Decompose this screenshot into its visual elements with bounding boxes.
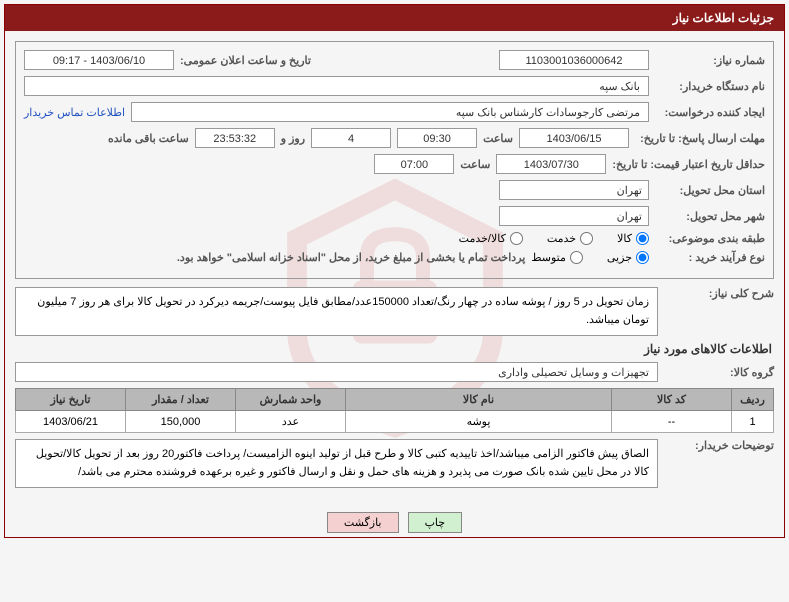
radio-service-input[interactable] [580, 232, 593, 245]
description-box: زمان تحویل در 5 روز / پوشه ساده در چهار … [15, 287, 658, 336]
announce-label: تاریخ و ساعت اعلان عمومی: [180, 54, 311, 67]
row-deadline: مهلت ارسال پاسخ: تا تاریخ: 1403/06/15 سا… [24, 128, 765, 148]
radio-medium-input[interactable] [570, 251, 583, 264]
th-code: کد کالا [612, 389, 732, 411]
remaining-label: ساعت باقی مانده [108, 132, 189, 145]
print-button[interactable]: چاپ [408, 512, 463, 533]
days-label: روز و [281, 132, 305, 145]
radio-goods[interactable]: کالا [617, 232, 649, 245]
main-panel: جزئیات اطلاعات نیاز شماره نیاز: 11030010… [4, 4, 785, 538]
city-field: تهران [499, 206, 649, 226]
th-row: ردیف [732, 389, 774, 411]
deadline-label: مهلت ارسال پاسخ: تا تاریخ: [635, 132, 765, 145]
process-radio-group: جزیی متوسط [531, 251, 649, 264]
countdown-field: 23:53:32 [195, 128, 275, 148]
time-label-1: ساعت [483, 132, 513, 145]
validity-time-field: 07:00 [374, 154, 454, 174]
buyer-notes-label: توضیحات خریدار: [664, 439, 774, 452]
radio-medium[interactable]: متوسط [531, 251, 583, 264]
row-description: شرح کلی نیاز: زمان تحویل در 5 روز / پوشه… [15, 287, 774, 336]
radio-service[interactable]: خدمت [547, 232, 593, 245]
radio-both-input[interactable] [510, 232, 523, 245]
table-row: 1 -- پوشه عدد 150,000 1403/06/21 [16, 411, 774, 433]
button-bar: چاپ بازگشت [5, 504, 784, 537]
category-radio-group: کالا خدمت کالا/خدمت [459, 232, 649, 245]
radio-goods-input[interactable] [636, 232, 649, 245]
need-number-label: شماره نیاز: [655, 54, 765, 67]
need-number-field: 1103001036000642 [499, 50, 649, 70]
category-label: طبقه بندی موضوعی: [655, 232, 765, 245]
payment-note: پرداخت تمام یا بخشی از مبلغ خرید، از محل… [177, 251, 525, 264]
cell-code: -- [612, 411, 732, 433]
row-process: نوع فرآیند خرید : جزیی متوسط پرداخت تمام… [24, 251, 765, 264]
row-goods-group: گروه کالا: تجهیزات و وسایل تحصیلی واداری [15, 362, 774, 382]
th-unit: واحد شمارش [236, 389, 346, 411]
goods-section-title: اطلاعات کالاهای مورد نیاز [17, 342, 772, 356]
row-need-number: شماره نیاز: 1103001036000642 تاریخ و ساع… [24, 50, 765, 70]
table-header-row: ردیف کد کالا نام کالا واحد شمارش تعداد /… [16, 389, 774, 411]
panel-content: شماره نیاز: 1103001036000642 تاریخ و ساع… [5, 31, 784, 504]
radio-minor-input[interactable] [636, 251, 649, 264]
announce-field: 1403/06/10 - 09:17 [24, 50, 174, 70]
goods-group-field: تجهیزات و وسایل تحصیلی واداری [15, 362, 658, 382]
radio-both[interactable]: کالا/خدمت [459, 232, 523, 245]
cell-unit: عدد [236, 411, 346, 433]
requester-field: مرتضی کارجوسادات کارشناس بانک سپه [131, 102, 649, 122]
row-category: طبقه بندی موضوعی: کالا خدمت کالا/خدمت [24, 232, 765, 245]
validity-date-field: 1403/07/30 [496, 154, 606, 174]
row-buyer-org: نام دستگاه خریدار: بانک سپه [24, 76, 765, 96]
info-fieldset: شماره نیاز: 1103001036000642 تاریخ و ساع… [15, 41, 774, 279]
validity-label: حداقل تاریخ اعتبار قیمت: تا تاریخ: [612, 158, 765, 171]
process-label: نوع فرآیند خرید : [655, 251, 765, 264]
cell-qty: 150,000 [126, 411, 236, 433]
buyer-notes-box: الصاق پیش فاکتور الزامی میباشد/اخذ تایید… [15, 439, 658, 488]
th-name: نام کالا [346, 389, 612, 411]
cell-name: پوشه [346, 411, 612, 433]
province-label: استان محل تحویل: [655, 184, 765, 197]
description-label: شرح کلی نیاز: [664, 287, 774, 300]
cell-date: 1403/06/21 [16, 411, 126, 433]
th-date: تاریخ نیاز [16, 389, 126, 411]
buyer-org-field: بانک سپه [24, 76, 649, 96]
time-label-2: ساعت [460, 158, 490, 171]
row-buyer-notes: توضیحات خریدار: الصاق پیش فاکتور الزامی … [15, 439, 774, 488]
buyer-org-label: نام دستگاه خریدار: [655, 80, 765, 93]
goods-table: ردیف کد کالا نام کالا واحد شمارش تعداد /… [15, 388, 774, 433]
goods-group-label: گروه کالا: [664, 366, 774, 379]
row-requester: ایجاد کننده درخواست: مرتضی کارجوسادات کا… [24, 102, 765, 122]
panel-title: جزئیات اطلاعات نیاز [673, 11, 774, 25]
row-province: استان محل تحویل: تهران [24, 180, 765, 200]
requester-label: ایجاد کننده درخواست: [655, 106, 765, 119]
province-field: تهران [499, 180, 649, 200]
row-validity: حداقل تاریخ اعتبار قیمت: تا تاریخ: 1403/… [24, 154, 765, 174]
back-button[interactable]: بازگشت [327, 512, 399, 533]
panel-header: جزئیات اطلاعات نیاز [5, 5, 784, 31]
deadline-date-field: 1403/06/15 [519, 128, 629, 148]
row-city: شهر محل تحویل: تهران [24, 206, 765, 226]
th-qty: تعداد / مقدار [126, 389, 236, 411]
days-remaining-field: 4 [311, 128, 391, 148]
deadline-time-field: 09:30 [397, 128, 477, 148]
cell-row: 1 [732, 411, 774, 433]
city-label: شهر محل تحویل: [655, 210, 765, 223]
radio-minor[interactable]: جزیی [607, 251, 649, 264]
contact-link[interactable]: اطلاعات تماس خریدار [24, 106, 125, 119]
